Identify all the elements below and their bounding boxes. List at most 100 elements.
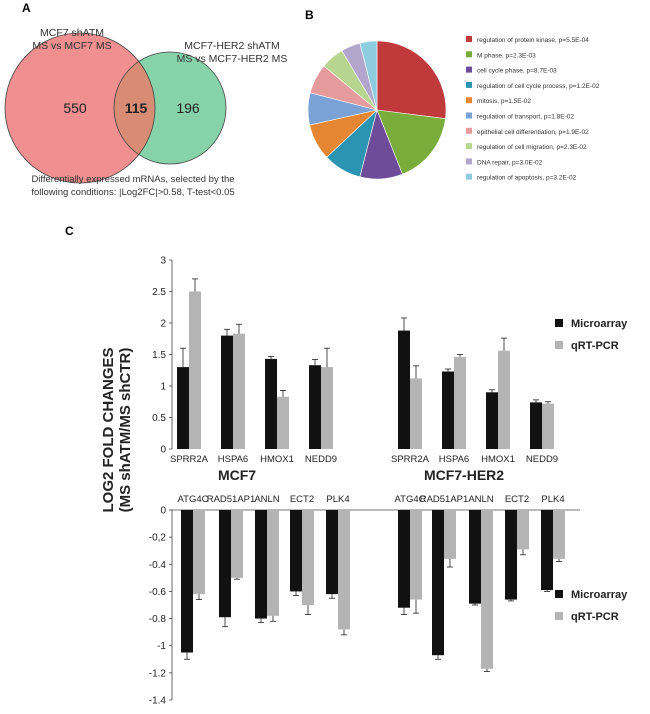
panel-label-b: B <box>305 8 314 22</box>
pie-slice <box>359 40 378 111</box>
y-axis-label-line2: (MS shATM/MS shCTR) <box>117 348 134 513</box>
bar-microarray <box>255 510 267 619</box>
gene-label: ANLN <box>254 494 279 505</box>
bar-qrtpcr <box>410 510 422 600</box>
gene-label: PLK4 <box>326 494 349 505</box>
gene-label: ECT2 <box>290 494 314 505</box>
venn-set2-label-line2: MS vs MCF7-HER2 MS <box>177 53 288 65</box>
pie-legend-swatch <box>466 127 472 134</box>
legend-label: qRT-PCR <box>571 340 619 352</box>
gene-label: RAD51AP1 <box>420 494 469 505</box>
pie-legend-label: regulation of protein kinase, p=5.5E-04 <box>477 37 589 44</box>
bar-microarray <box>486 392 498 449</box>
gene-label: SPRR2A <box>391 454 430 465</box>
bar-microarray <box>530 402 542 449</box>
gene-label: ATG4C <box>178 494 209 505</box>
bar-microarray <box>219 510 231 618</box>
gene-label: HSPA6 <box>218 454 248 465</box>
pie-legend-swatch <box>466 143 472 150</box>
bar-microarray <box>442 371 454 449</box>
bar-qrtpcr <box>542 403 554 449</box>
pie-legend-label: epithelial cell differentiation, p=1.9E-… <box>477 129 589 136</box>
bar-microarray <box>432 510 444 656</box>
bar-qrtpcr <box>338 510 350 630</box>
y-tick-label-lower: 0 <box>160 506 166 517</box>
legend-label: Microarray <box>571 318 628 330</box>
legend-label: Microarray <box>571 589 628 601</box>
venn-diagram: MCF7 shATM MS vs MCF7 MS MCF7-HER2 shATM… <box>4 27 288 198</box>
bar-qrtpcr <box>302 510 314 605</box>
bar-microarray <box>505 510 517 600</box>
y-tick-label-upper: 0.5 <box>152 413 166 424</box>
bar-qrtpcr <box>481 510 493 669</box>
y-tick-label-upper: 2.5 <box>152 287 166 298</box>
bar-microarray <box>541 510 553 591</box>
pie-legend-swatch <box>466 173 472 180</box>
pie-legend-swatch <box>466 36 472 42</box>
bar-microarray <box>181 510 193 653</box>
bar-microarray <box>398 330 410 449</box>
bar-qrtpcr <box>410 378 422 449</box>
gene-label: HMOX1 <box>481 454 515 465</box>
bar-qrtpcr <box>233 333 245 449</box>
pie-legend-label: cell cycle phase, p=8.7E-03 <box>477 68 557 75</box>
bar-microarray <box>469 510 481 604</box>
y-tick-label-lower: -1.4 <box>149 696 167 707</box>
venn-intersection-count: 115 <box>125 100 148 116</box>
pie-legend-label: DNA repair, p=3.0E-02 <box>477 159 543 166</box>
bar-microarray <box>265 358 277 449</box>
pie-legend-label: regulation of cell migration, p=2.3E-02 <box>477 144 587 151</box>
gene-label: ATG4C <box>395 494 426 505</box>
venn-note-line1: Differentially expressed mRNAs, selected… <box>31 174 234 185</box>
venn-set1-label-line1: MCF7 shATM <box>40 27 104 39</box>
bar-qrtpcr <box>189 291 201 449</box>
y-tick-label-upper: 1.5 <box>152 350 166 361</box>
y-tick-label-upper: 1 <box>160 382 166 393</box>
legend-swatch <box>555 319 563 327</box>
pie-legend-label: M phase, p=2.3E-03 <box>477 52 536 59</box>
y-tick-label-upper: 2 <box>160 319 166 330</box>
bar-qrtpcr <box>231 510 243 578</box>
pie-legend-label: regulation of apoptosis, p=3.2E-02 <box>477 175 577 182</box>
pie-legend-label: regulation of cell cycle process, p=1.2E… <box>477 83 600 90</box>
gene-label: HSPA6 <box>439 454 469 465</box>
venn-set2-only-count: 196 <box>176 100 200 116</box>
gene-label: PLK4 <box>541 494 564 505</box>
y-axis-label-line1: LOG2 FOLD CHANGES <box>100 347 117 512</box>
bar-qrtpcr <box>498 350 510 449</box>
bar-microarray <box>309 365 321 449</box>
venn-circle-mcf7 <box>5 33 155 183</box>
pie-legend-swatch <box>466 81 472 88</box>
group-title-mcf7: MCF7 <box>218 467 256 483</box>
y-tick-label-lower: -0.6 <box>149 587 167 598</box>
bar-microarray <box>398 510 410 608</box>
legend-swatch <box>555 612 563 620</box>
gene-label: ANLN <box>468 494 493 505</box>
bar-qrtpcr <box>553 510 565 559</box>
pie-legend-label: regulation of transport, p=1.8E-02 <box>477 114 574 121</box>
pie-legend-swatch <box>466 112 472 119</box>
bar-qrtpcr <box>193 510 205 595</box>
y-tick-label-lower: -1.2 <box>149 668 167 679</box>
venn-note-line2: following conditions: |Log2FC|>0.58, T-t… <box>31 187 234 198</box>
pie-chart <box>307 40 447 180</box>
pie-legend-swatch <box>466 158 472 165</box>
bar-qrtpcr <box>321 367 333 449</box>
bar-qrtpcr <box>444 510 456 559</box>
panel-label-a: A <box>22 1 31 15</box>
bar-microarray <box>221 335 233 449</box>
gene-label: SPRR2A <box>170 454 209 465</box>
legend-swatch <box>555 341 563 349</box>
bar-chart-panel-c: LOG2 FOLD CHANGES (MS shATM/MS shCTR) 3 2… <box>100 256 628 707</box>
venn-intersection <box>114 52 155 164</box>
venn-set2-label-line1: MCF7-HER2 shATM <box>184 40 279 52</box>
gene-label: ECT2 <box>505 494 529 505</box>
panel-label-c: C <box>65 224 74 238</box>
pie-legend: regulation of protein kinase, p=5.5E-04 M… <box>466 36 600 182</box>
y-tick-label-lower: -0.8 <box>149 614 167 625</box>
bar-microarray <box>290 510 302 592</box>
pie-legend-label: mitosis, p=1.5E-02 <box>477 98 531 105</box>
bar-microarray <box>177 367 189 449</box>
bar-qrtpcr <box>277 396 289 449</box>
